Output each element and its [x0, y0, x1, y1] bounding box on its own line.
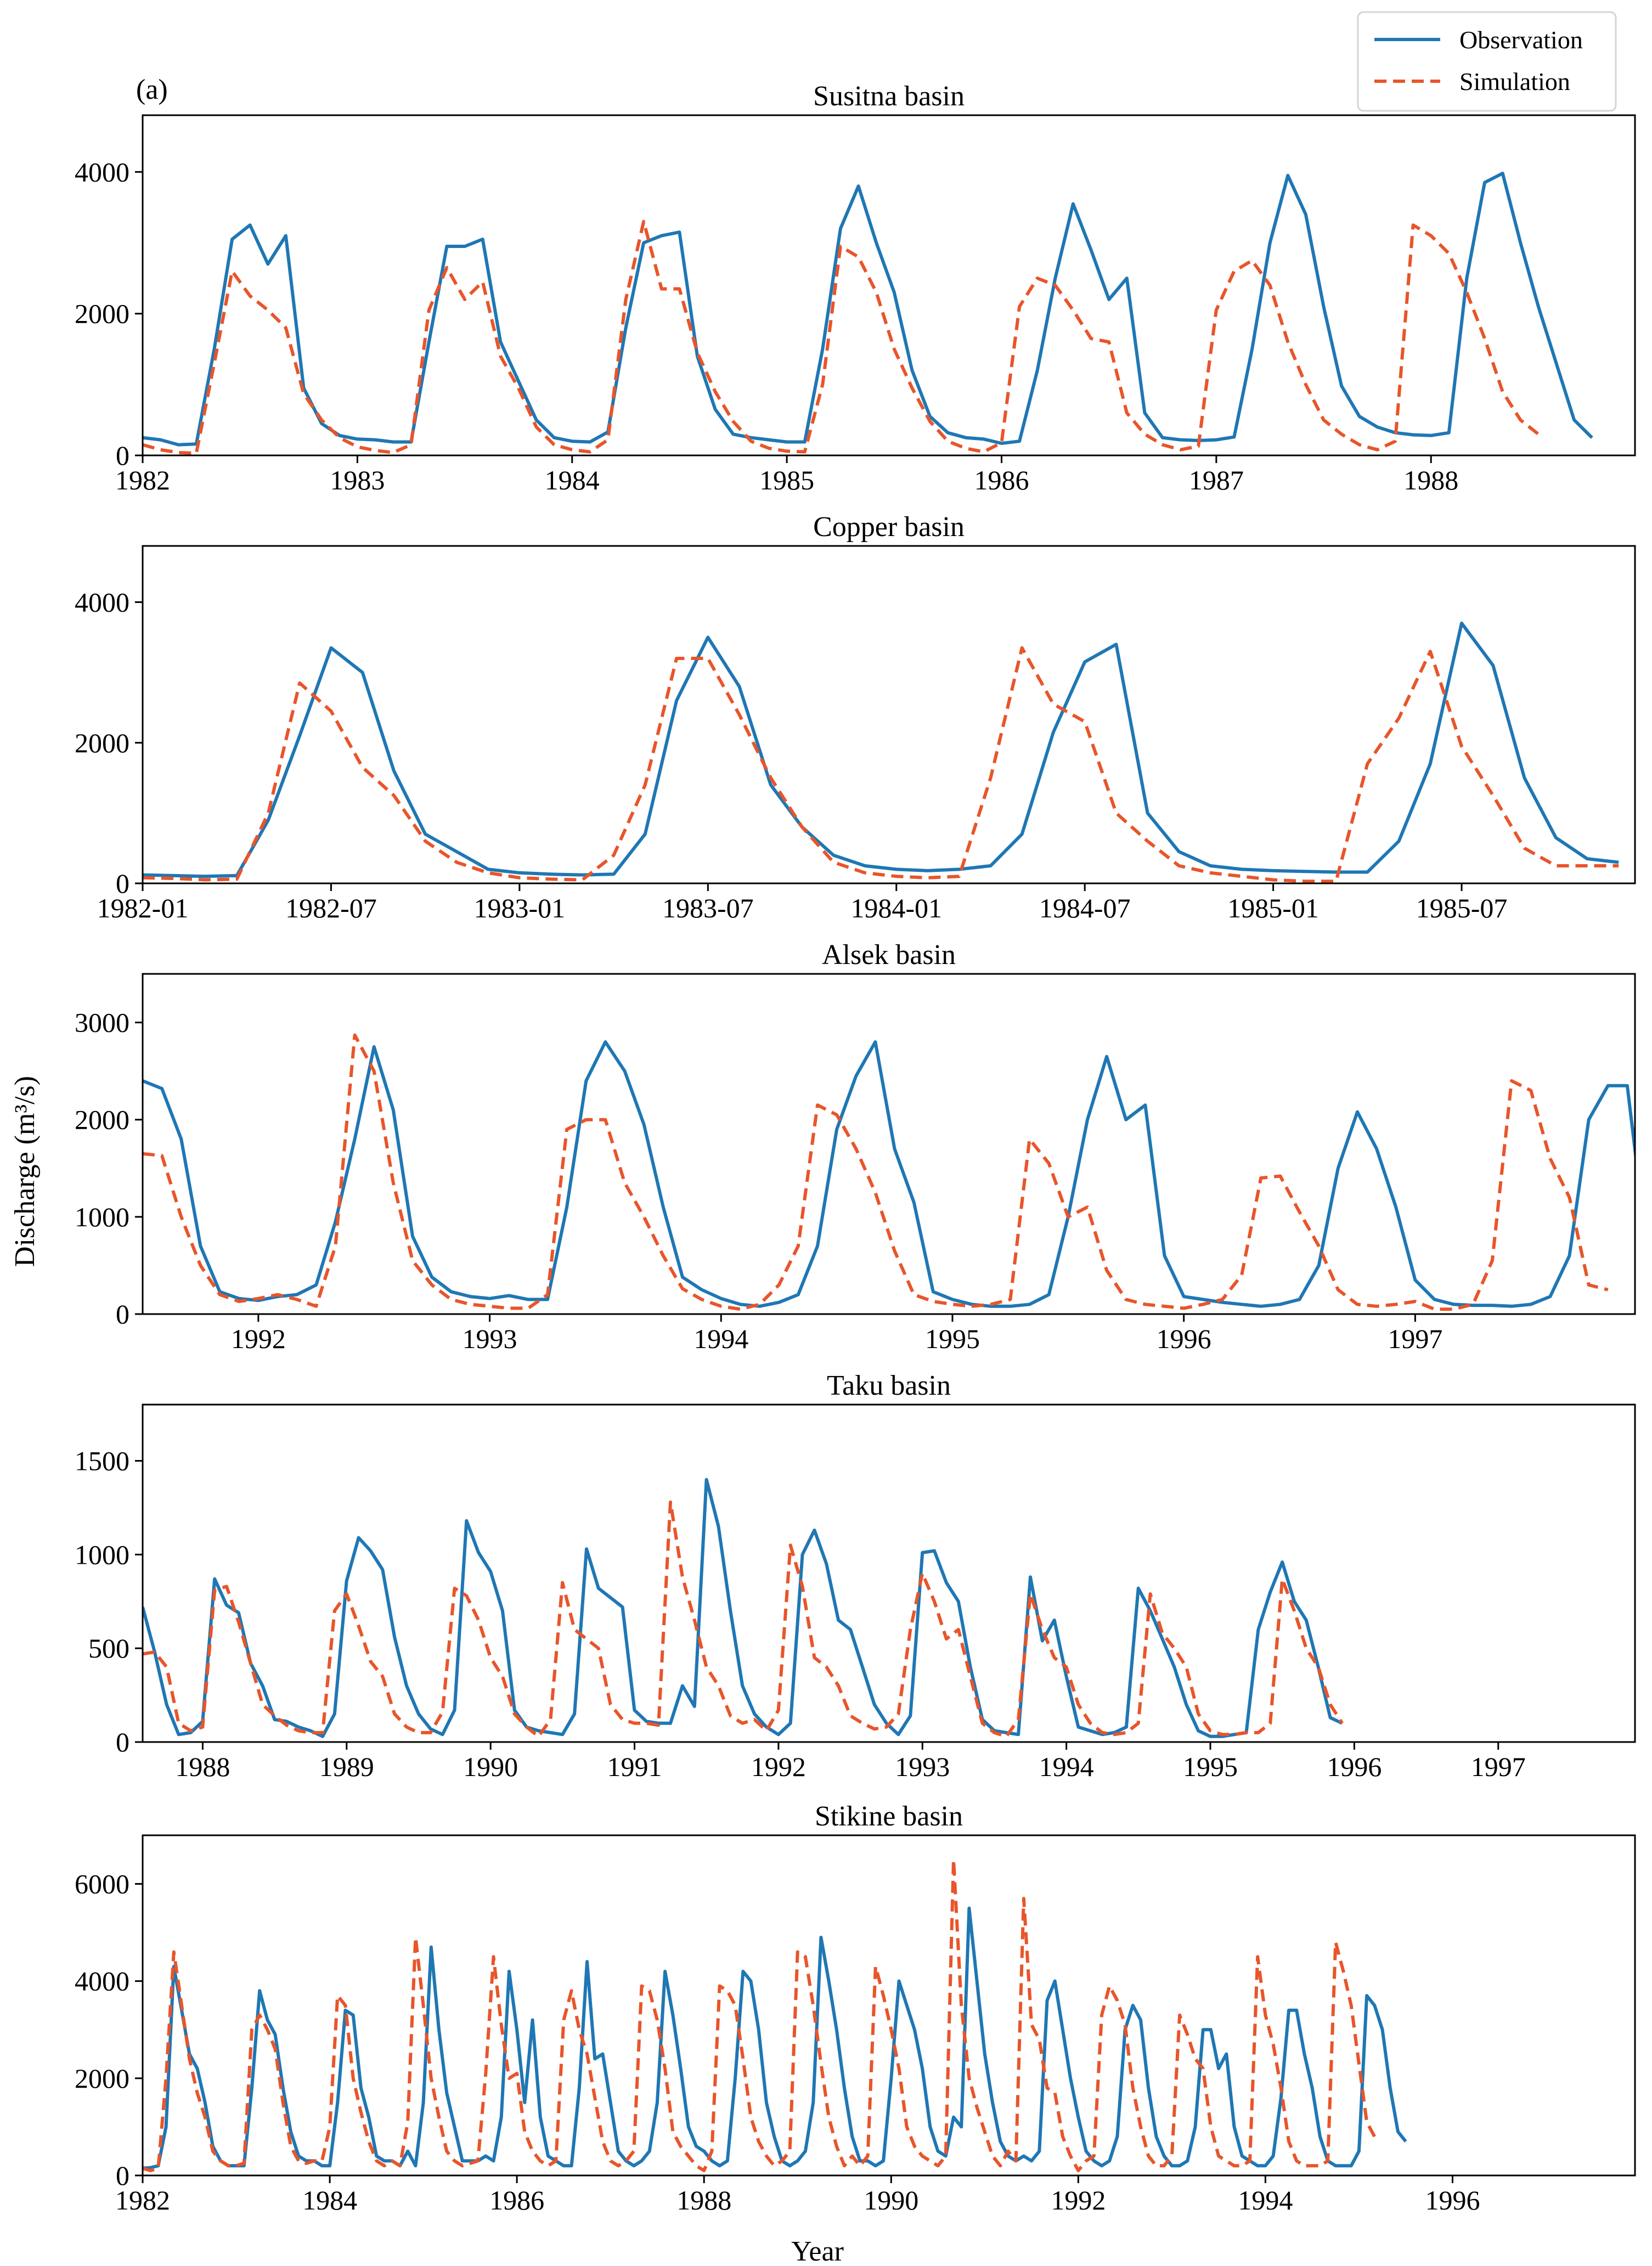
taku-basin-xtick-label: 1996 [1327, 1751, 1382, 1782]
alsek-basin-xtick-label: 1997 [1388, 1323, 1442, 1354]
alsek-basin-panel: Alsek basin 0 1000 2000 3000 1992 1993 1994 1995… [75, 939, 1636, 1354]
stikine-basin-xtick-label: 1984 [302, 2185, 357, 2216]
taku-basin-xtick-label: 1993 [895, 1751, 950, 1782]
alsek-basin-simulation-line [143, 1033, 1609, 1311]
susitna-basin-ytick-label: 2000 [75, 298, 129, 329]
alsek-basin-xtick-label: 1994 [693, 1323, 748, 1354]
panels: Susitna basin 0 2000 4000 1982 1983 1984 1985 19… [75, 81, 1636, 2216]
susitna-basin-title: Susitna basin [813, 81, 965, 112]
alsek-basin-observation-line [143, 1040, 1635, 1308]
taku-basin-title: Taku basin [827, 1370, 951, 1401]
taku-basin-xtick-label: 1989 [319, 1751, 374, 1782]
stikine-basin-ytick-label: 2000 [75, 2063, 129, 2094]
taku-basin-frame [142, 1403, 1636, 1743]
taku-basin-ytick-label: 1500 [75, 1446, 129, 1476]
copper-basin-observation-line [143, 621, 1619, 878]
taku-basin-simulation-line [143, 1500, 1344, 1738]
copper-basin-panel: Copper basin 0 2000 4000 1982-01 1982-07 1983-… [75, 511, 1636, 923]
stikine-basin-xtick-label: 1982 [115, 2185, 170, 2216]
susitna-basin-xtick-label: 1982 [115, 465, 170, 495]
copper-basin-xtick-label: 1984-01 [850, 893, 942, 923]
copper-basin-xtick-label: 1985-01 [1227, 893, 1319, 923]
taku-basin-xtick-label: 1991 [607, 1751, 662, 1782]
copper-basin-ytick-label: 2000 [75, 728, 129, 758]
alsek-basin-ytick-label: 2000 [75, 1104, 129, 1135]
susitna-basin-xtick-label: 1983 [330, 465, 385, 495]
taku-basin-xtick-label: 1994 [1039, 1751, 1094, 1782]
susitna-basin-xtick-label: 1987 [1189, 465, 1244, 495]
copper-basin-ytick-label: 4000 [75, 587, 129, 618]
taku-basin-ytick-label: 1000 [75, 1539, 129, 1570]
taku-basin-xtick-label: 1992 [751, 1751, 806, 1782]
taku-basin-ytick-label: 0 [116, 1727, 129, 1757]
alsek-basin-xtick-label: 1995 [925, 1323, 980, 1354]
susitna-basin-panel: Susitna basin 0 2000 4000 1982 1983 1984 1985 19… [75, 81, 1636, 495]
stikine-basin-xtick-label: 1990 [864, 2185, 918, 2216]
susitna-basin-frame [142, 114, 1636, 456]
susitna-basin-xtick-label: 1986 [974, 465, 1029, 495]
copper-basin-xtick-label: 1984-07 [1039, 893, 1131, 923]
susitna-basin-ytick-label: 0 [116, 440, 129, 471]
legend-label-simulation: Simulation [1459, 67, 1570, 95]
copper-basin-simulation-line [143, 646, 1619, 883]
legend-label-observation: Observation [1459, 26, 1583, 54]
susitna-basin-xtick-label: 1988 [1403, 465, 1458, 495]
stikine-basin-panel: Stikine basin 0 2000 4000 6000 1982 1984 1986 19… [75, 1801, 1636, 2216]
alsek-basin-frame [142, 973, 1636, 1315]
copper-basin-xtick-label: 1982-01 [97, 893, 189, 923]
copper-basin-title: Copper basin [813, 511, 965, 543]
taku-basin-observation-line [143, 1478, 1343, 1738]
stikine-basin-xtick-label: 1994 [1238, 2185, 1293, 2216]
alsek-basin-xtick-label: 1996 [1157, 1323, 1211, 1354]
taku-basin-xtick-label: 1997 [1471, 1751, 1526, 1782]
alsek-basin-ytick-label: 0 [116, 1299, 129, 1329]
taku-basin-panel: Taku basin 0 500 1000 1500 1988 1989 1990 1991 19… [75, 1370, 1636, 1782]
taku-basin-ytick-label: 500 [88, 1633, 129, 1664]
susitna-basin-observation-line [143, 171, 1593, 447]
copper-basin-xtick-label: 1983-07 [662, 893, 754, 923]
panel-label: (a) [136, 74, 168, 105]
taku-basin-xtick-label: 1990 [463, 1751, 518, 1782]
stikine-basin-frame [142, 1834, 1636, 2177]
alsek-basin-ytick-label: 1000 [75, 1202, 129, 1232]
stikine-basin-ytick-label: 6000 [75, 1869, 129, 1899]
stikine-basin-observation-line [143, 1906, 1407, 2170]
stikine-basin-title: Stikine basin [815, 1801, 963, 1832]
alsek-basin-xtick-label: 1992 [231, 1323, 286, 1354]
alsek-basin-ytick-label: 3000 [75, 1007, 129, 1038]
stikine-basin-simulation-line [143, 1858, 1376, 2173]
stikine-basin-xtick-label: 1996 [1425, 2185, 1480, 2216]
copper-basin-xtick-label: 1983-01 [474, 893, 566, 923]
stikine-basin-xtick-label: 1986 [489, 2185, 544, 2216]
copper-basin-xtick-label: 1982-07 [285, 893, 377, 923]
y-axis-label: Discharge (m³/s) [9, 1076, 41, 1267]
copper-basin-frame [142, 545, 1636, 884]
susitna-basin-xtick-label: 1985 [759, 465, 814, 495]
alsek-basin-xtick-label: 1993 [463, 1323, 517, 1354]
susitna-basin-xtick-label: 1984 [545, 465, 600, 495]
stikine-basin-xtick-label: 1992 [1051, 2185, 1106, 2216]
legend-box [1357, 11, 1617, 112]
copper-basin-xtick-label: 1985-07 [1416, 893, 1508, 923]
susitna-basin-simulation-line [143, 219, 1540, 455]
stikine-basin-ytick-label: 4000 [75, 1966, 129, 1997]
legend: Observation Simulation [1357, 11, 1617, 112]
copper-basin-ytick-label: 0 [116, 868, 129, 899]
stikine-basin-xtick-label: 1988 [676, 2185, 731, 2216]
stikine-basin-ytick-label: 0 [116, 2160, 129, 2191]
alsek-basin-title: Alsek basin [822, 939, 956, 971]
x-axis-label: Year [791, 2236, 844, 2266]
taku-basin-xtick-label: 1988 [175, 1751, 230, 1782]
susitna-basin-ytick-label: 4000 [75, 156, 129, 187]
taku-basin-xtick-label: 1995 [1183, 1751, 1238, 1782]
